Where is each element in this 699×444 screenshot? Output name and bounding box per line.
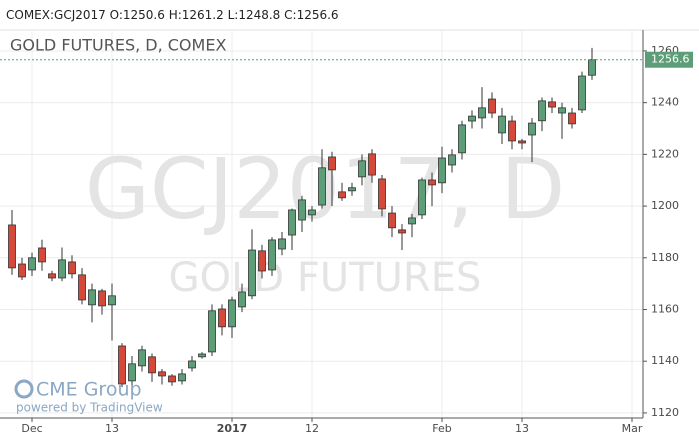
candle-body <box>288 209 296 236</box>
candles <box>8 47 596 390</box>
candle-body <box>528 122 536 136</box>
candle-body <box>218 308 226 328</box>
candle-body <box>328 156 336 171</box>
candle-body <box>308 209 316 216</box>
candle-body <box>338 191 346 199</box>
candle-body <box>498 115 506 134</box>
candle-body <box>508 120 516 142</box>
candle-body <box>58 259 66 279</box>
candle-body <box>578 75 586 111</box>
candle-body <box>188 360 196 369</box>
candle-body <box>38 247 46 263</box>
y-tick-label: 1120 <box>651 406 679 419</box>
candle-body <box>408 217 416 225</box>
grid <box>0 30 643 418</box>
candle-body <box>158 371 166 377</box>
y-tick-label: 1220 <box>651 147 679 160</box>
candle-body <box>478 107 486 119</box>
last-price-label: 1256.6 <box>651 53 690 66</box>
x-tick-label: 2017 <box>217 422 248 435</box>
candle-body <box>358 160 366 178</box>
high: H:1261.2 <box>169 8 224 22</box>
candle-body <box>388 212 396 229</box>
x-tick-label: Mar <box>622 422 643 435</box>
candle-body <box>488 98 496 114</box>
candle-body <box>398 229 406 234</box>
x-tick-label: Dec <box>21 422 42 435</box>
candle-body <box>118 345 126 385</box>
x-tick-label: 12 <box>305 422 319 435</box>
candle-body <box>238 291 246 308</box>
candle-body <box>418 179 426 216</box>
candle-body <box>278 238 286 250</box>
credit: powered by TradingView <box>16 401 163 415</box>
header-text: COMEX:GCJ2017 O:1250.6 H:1261.2 L:1248.8… <box>6 8 339 22</box>
candle-body <box>258 250 266 272</box>
candle-body <box>168 375 176 383</box>
x-tick-label: 13 <box>515 422 529 435</box>
logo-icon <box>14 379 34 399</box>
candle-body <box>268 239 276 271</box>
candle-body <box>18 263 26 278</box>
candle-body <box>228 299 236 328</box>
candle-body <box>458 124 466 154</box>
x-tick-label: Feb <box>432 422 451 435</box>
candle-body <box>548 101 556 108</box>
candle-body <box>558 107 566 114</box>
candle-body <box>108 295 116 306</box>
candle-body <box>68 261 76 275</box>
y-tick-label: 1180 <box>651 251 679 264</box>
candle-body <box>28 257 36 271</box>
candle-body <box>538 100 546 122</box>
logo: CME Group powered by TradingView <box>14 379 163 415</box>
candle-body <box>518 140 526 144</box>
candle-body <box>88 289 96 306</box>
close: C:1256.6 <box>284 8 338 22</box>
y-tick-label: 1200 <box>651 199 679 212</box>
candle-body <box>468 115 476 122</box>
candle-body <box>348 187 356 192</box>
candle-body <box>198 353 206 358</box>
candle-body <box>428 179 436 186</box>
candle-body <box>438 157 446 184</box>
candle-body <box>98 290 106 307</box>
candle-body <box>588 59 596 76</box>
y-tick-label: 1160 <box>651 303 679 316</box>
candle-body <box>78 274 86 301</box>
candle-body <box>568 112 576 125</box>
candle-body <box>178 373 186 382</box>
chart-title: GOLD FUTURES, D, COMEX <box>10 36 226 55</box>
candle-body <box>208 310 216 353</box>
logo-text: CME Group <box>36 379 142 401</box>
watermark-subtitle: GOLD FUTURES <box>169 255 482 301</box>
candle-body <box>378 178 386 210</box>
candle-body <box>368 153 376 176</box>
header-bar <box>0 0 699 30</box>
y-tick-label: 1240 <box>651 96 679 109</box>
candle-body <box>8 224 16 269</box>
y-tick-label: 1140 <box>651 354 679 367</box>
last-price-box <box>645 51 693 68</box>
low: L:1248.8 <box>228 8 281 22</box>
candle-body <box>298 199 306 221</box>
candle-body <box>448 154 456 166</box>
candle-body <box>248 249 256 297</box>
candle-body <box>318 167 326 206</box>
candle-body <box>128 363 136 382</box>
symbol: COMEX:GCJ2017 <box>6 8 106 22</box>
x-tick-label: 13 <box>105 422 119 435</box>
candle-body <box>138 349 146 367</box>
candle-body <box>48 273 56 279</box>
open: O:1250.6 <box>110 8 165 22</box>
candle-body <box>148 356 156 374</box>
